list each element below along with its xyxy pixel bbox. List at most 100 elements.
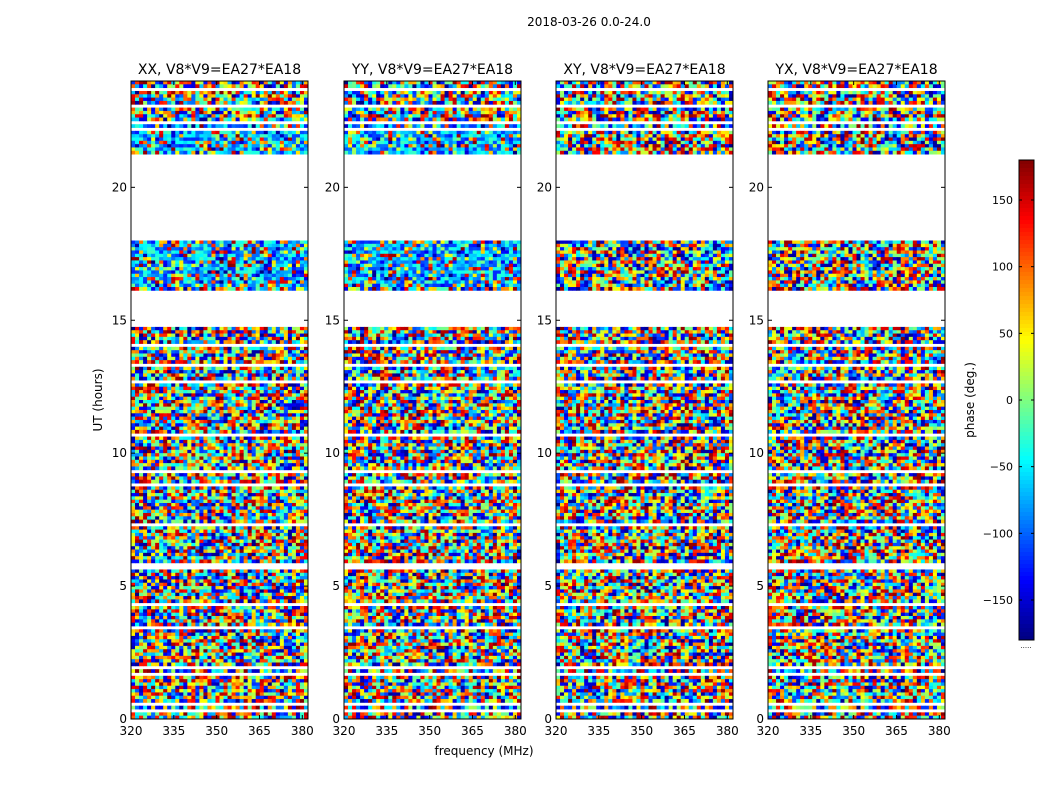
heatmap-cell — [251, 144, 257, 148]
heatmap-cell — [179, 496, 184, 501]
heatmap-cell — [283, 243, 289, 248]
heatmap-cell — [187, 94, 192, 99]
heatmap-cell — [283, 336, 289, 341]
heatmap-cell — [163, 94, 168, 99]
heatmap-cell — [279, 277, 285, 281]
heatmap-cell — [131, 612, 136, 617]
heatmap-cell — [243, 516, 249, 521]
heatmap-cell — [267, 449, 273, 454]
heatmap-cell — [139, 107, 144, 112]
heatmap-cell — [171, 599, 176, 604]
heatmap-cell — [183, 100, 188, 105]
heatmap-cell — [295, 615, 301, 620]
heatmap-cell — [163, 283, 168, 288]
heatmap-cell — [183, 596, 188, 600]
heatmap-cell — [203, 419, 208, 424]
heatmap-cell — [259, 489, 265, 494]
heatmap-cell — [179, 336, 184, 341]
heatmap-cell — [159, 287, 164, 291]
heatmap-cell — [195, 416, 200, 421]
heatmap-cell — [247, 572, 253, 577]
heatmap-cell — [287, 586, 293, 590]
heatmap-cell — [131, 114, 136, 118]
heatmap-cell — [247, 582, 253, 587]
heatmap-cell — [179, 250, 184, 255]
heatmap-cell — [135, 97, 140, 102]
heatmap-cell — [275, 519, 281, 524]
heatmap-cell — [283, 356, 289, 361]
heatmap-cell — [279, 526, 285, 530]
heatmap-cell — [279, 596, 285, 600]
heatmap-cell — [243, 473, 249, 477]
heatmap-cell — [159, 340, 164, 344]
heatmap-cell — [151, 476, 156, 481]
heatmap-cell — [207, 572, 212, 577]
heatmap-cell — [151, 473, 156, 477]
heatmap-cell — [211, 536, 216, 540]
heatmap-cell — [251, 499, 257, 504]
heatmap-cell — [271, 94, 277, 99]
heatmap-cell — [171, 556, 176, 560]
heatmap-cell — [147, 463, 152, 467]
heatmap-cell — [283, 270, 289, 275]
heatmap-cell — [259, 277, 265, 281]
heatmap-cell — [195, 360, 200, 364]
heatmap-cell — [143, 413, 148, 418]
heatmap-cell — [267, 459, 273, 464]
heatmap-cell — [167, 552, 172, 557]
heatmap-cell — [139, 137, 144, 142]
heatmap-cell — [283, 263, 289, 268]
heatmap-cell — [287, 582, 293, 587]
heatmap-cell — [167, 622, 172, 627]
heatmap-cell — [207, 390, 212, 394]
heatmap-cell — [299, 270, 305, 275]
heatmap-cell — [295, 569, 301, 574]
heatmap-cell — [267, 84, 273, 89]
heatmap-cell — [291, 479, 297, 484]
heatmap-cell — [283, 436, 289, 441]
heatmap-cell — [299, 479, 305, 484]
heatmap-cell — [163, 619, 168, 624]
heatmap-cell — [227, 552, 232, 557]
heatmap-cell — [131, 509, 136, 514]
heatmap-cell — [163, 346, 168, 351]
heatmap-cell — [219, 326, 224, 331]
heatmap-cell — [195, 542, 200, 547]
heatmap-cell — [155, 466, 160, 471]
heatmap-cell — [275, 346, 281, 351]
heatmap-cell — [239, 436, 245, 441]
heatmap-cell — [135, 277, 140, 281]
heatmap-cell — [179, 114, 184, 118]
heatmap-cell — [155, 439, 160, 444]
heatmap-cell — [267, 572, 273, 577]
heatmap-cell — [303, 539, 308, 544]
heatmap-cell — [267, 542, 273, 547]
heatmap-cell — [147, 413, 152, 418]
heatmap-cell — [143, 114, 148, 118]
heatmap-cell — [207, 619, 212, 624]
heatmap-cell — [271, 117, 277, 122]
heatmap-cell — [303, 84, 308, 89]
heatmap-cell — [175, 107, 180, 112]
heatmap-cell — [295, 409, 301, 414]
heatmap-cell — [187, 90, 192, 95]
heatmap-cell — [139, 453, 144, 457]
heatmap-cell — [283, 134, 289, 138]
heatmap-cell — [295, 599, 301, 604]
heatmap-cell — [279, 390, 285, 394]
heatmap-cell — [183, 400, 188, 404]
heatmap-cell — [291, 333, 297, 338]
heatmap-cell — [219, 576, 224, 580]
heatmap-cell — [283, 383, 289, 388]
heatmap-cell — [263, 609, 269, 614]
heatmap-cell — [263, 97, 269, 102]
heatmap-cell — [147, 81, 152, 85]
heatmap-cell — [135, 579, 140, 584]
heatmap-cell — [203, 333, 208, 338]
heatmap-cell — [143, 619, 148, 624]
heatmap-cell — [223, 526, 228, 530]
heatmap-cell — [255, 439, 261, 444]
heatmap-cell — [163, 100, 168, 105]
heatmap-cell — [243, 552, 249, 557]
heatmap-cell — [275, 559, 281, 564]
